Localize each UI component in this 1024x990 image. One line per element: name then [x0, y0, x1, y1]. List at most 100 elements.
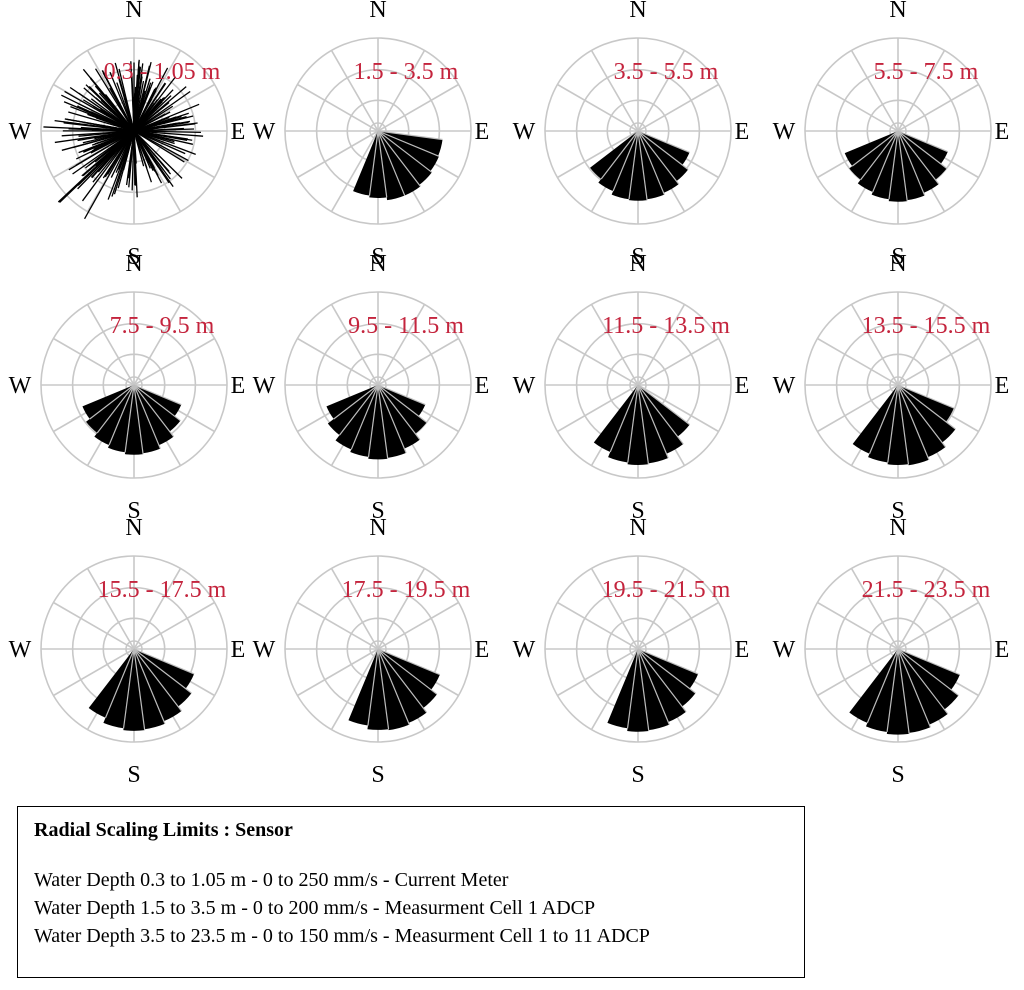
grid-spoke — [377, 83, 459, 132]
sector-divider — [851, 130, 899, 167]
compass-north: N — [629, 515, 646, 541]
grid-spoke — [297, 601, 379, 650]
compass-north: N — [629, 251, 646, 277]
velocity-ray — [113, 130, 135, 195]
velocity-ray — [133, 130, 185, 163]
sector-divider — [868, 384, 899, 454]
sector-divider — [377, 130, 433, 173]
compass-south: S — [891, 498, 904, 524]
grid-spoke — [297, 337, 379, 386]
sector-divider — [627, 384, 639, 463]
velocity-ray — [72, 130, 135, 175]
grid-spoke — [557, 130, 639, 179]
grid-spoke — [297, 648, 379, 697]
grid-spoke — [557, 337, 639, 386]
grid-spoke — [590, 568, 639, 650]
compass-east: E — [475, 119, 490, 145]
grid-spoke — [377, 568, 426, 650]
grid-spoke — [637, 83, 719, 132]
grid-spoke — [53, 648, 135, 697]
sector-divider — [897, 648, 959, 696]
velocity-ray — [94, 130, 135, 166]
grid-spoke — [817, 648, 899, 697]
grid-spoke — [637, 337, 719, 386]
rose-sector — [898, 385, 946, 458]
depth-range-label: 1.5 - 3.5 m — [354, 59, 459, 85]
rose-sector — [638, 649, 696, 707]
sector-divider — [609, 384, 639, 453]
grid-spoke — [377, 50, 426, 132]
grid-spoke — [637, 304, 686, 386]
compass-west: W — [9, 637, 32, 663]
compass-east: E — [231, 637, 246, 663]
rose-sector — [638, 131, 689, 182]
rose-chart: N E S W 5.5 - 7.5 m — [773, 0, 1010, 270]
sector-divider — [637, 384, 691, 426]
rose-sector — [369, 131, 387, 198]
compass-west: W — [253, 637, 276, 663]
grid-spoke — [637, 601, 719, 650]
sector-divider — [897, 648, 961, 676]
velocity-ray — [77, 130, 135, 142]
grid-spoke — [897, 601, 979, 650]
grid-spoke — [590, 304, 639, 386]
grid-spoke — [330, 648, 379, 730]
velocity-ray — [133, 130, 151, 169]
radial-scaling-legend: Radial Scaling Limits : Sensor Water Dep… — [17, 806, 805, 978]
rose-chart: N E S W 7.5 - 9.5 m — [9, 251, 246, 524]
compass-east: E — [475, 637, 490, 663]
grid-spoke — [557, 384, 639, 433]
sector-divider — [888, 130, 899, 200]
sector-divider — [887, 384, 899, 463]
sector-divider — [377, 130, 443, 141]
rose-sector — [849, 131, 898, 180]
sector-divider — [108, 384, 135, 446]
sector-divider — [637, 384, 669, 459]
grid-spoke — [133, 568, 182, 650]
compass-north: N — [125, 251, 142, 277]
velocity-ray — [133, 130, 159, 176]
rose-chart: N E S W 19.5 - 21.5 m — [513, 515, 750, 788]
grid-spoke — [850, 304, 899, 386]
sector-divider — [367, 384, 379, 457]
grid-spoke — [297, 130, 379, 179]
compass-south: S — [127, 244, 140, 270]
grid-spoke — [53, 601, 135, 650]
velocity-ray — [133, 130, 153, 183]
grid-spoke — [557, 83, 639, 132]
grid-spoke — [377, 337, 459, 386]
velocity-ray — [133, 63, 144, 132]
compass-east: E — [735, 373, 750, 399]
compass-south: S — [631, 762, 644, 788]
grid-spoke — [637, 568, 686, 650]
sector-divider — [637, 130, 690, 153]
rose-sector — [378, 131, 421, 196]
compass-west: W — [773, 373, 796, 399]
compass-east: E — [231, 119, 246, 145]
compass-east: E — [995, 373, 1010, 399]
rose-sector — [123, 649, 145, 731]
sector-divider — [897, 130, 926, 196]
rose-sector — [368, 385, 388, 460]
velocity-ray — [72, 130, 135, 149]
sector-divider — [637, 648, 699, 675]
compass-west: W — [513, 637, 536, 663]
grid-spoke — [637, 50, 686, 132]
rose-sector — [898, 131, 947, 180]
sector-divider — [860, 130, 899, 181]
rose-sector — [638, 131, 679, 193]
compass-north: N — [889, 515, 906, 541]
rose-sector — [378, 649, 438, 709]
velocity-ray — [133, 130, 170, 172]
grid-spoke — [817, 83, 899, 132]
sector-divider — [377, 648, 390, 730]
rose-sector — [378, 385, 426, 417]
velocity-ray — [128, 130, 135, 188]
depth-range-label: 15.5 - 17.5 m — [98, 577, 227, 603]
sector-divider — [377, 384, 428, 423]
compass-south: S — [127, 498, 140, 524]
rose-sector — [898, 385, 954, 422]
sector-divider — [133, 384, 181, 422]
rose-sector — [638, 385, 690, 437]
sector-divider — [637, 384, 650, 465]
